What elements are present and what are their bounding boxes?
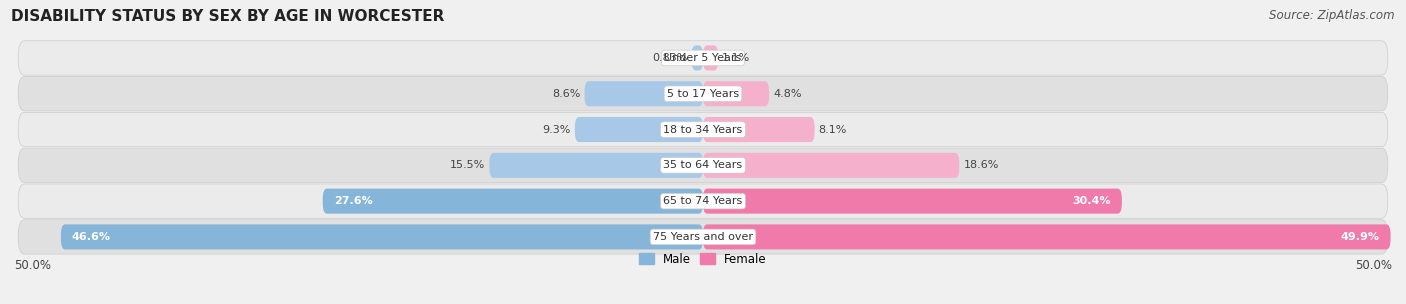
FancyBboxPatch shape bbox=[323, 188, 703, 214]
FancyBboxPatch shape bbox=[703, 188, 1122, 214]
Text: 15.5%: 15.5% bbox=[450, 160, 485, 170]
Text: 50.0%: 50.0% bbox=[14, 259, 51, 272]
FancyBboxPatch shape bbox=[18, 41, 1388, 75]
FancyBboxPatch shape bbox=[18, 148, 1388, 182]
FancyBboxPatch shape bbox=[703, 224, 1391, 250]
Text: 1.1%: 1.1% bbox=[723, 53, 751, 63]
FancyBboxPatch shape bbox=[692, 45, 703, 71]
Text: 4.8%: 4.8% bbox=[773, 89, 801, 99]
FancyBboxPatch shape bbox=[60, 224, 703, 250]
Text: 9.3%: 9.3% bbox=[543, 125, 571, 135]
FancyBboxPatch shape bbox=[703, 81, 769, 106]
FancyBboxPatch shape bbox=[18, 220, 1388, 254]
Text: DISABILITY STATUS BY SEX BY AGE IN WORCESTER: DISABILITY STATUS BY SEX BY AGE IN WORCE… bbox=[11, 9, 444, 24]
FancyBboxPatch shape bbox=[18, 112, 1388, 147]
Text: 30.4%: 30.4% bbox=[1073, 196, 1111, 206]
FancyBboxPatch shape bbox=[703, 117, 814, 142]
FancyBboxPatch shape bbox=[575, 117, 703, 142]
Text: 27.6%: 27.6% bbox=[333, 196, 373, 206]
FancyBboxPatch shape bbox=[703, 45, 718, 71]
Text: 8.1%: 8.1% bbox=[818, 125, 848, 135]
Legend: Male, Female: Male, Female bbox=[634, 248, 772, 270]
Text: 75 Years and over: 75 Years and over bbox=[652, 232, 754, 242]
Text: Under 5 Years: Under 5 Years bbox=[665, 53, 741, 63]
Text: 35 to 64 Years: 35 to 64 Years bbox=[664, 160, 742, 170]
FancyBboxPatch shape bbox=[18, 77, 1388, 111]
Text: 49.9%: 49.9% bbox=[1340, 232, 1379, 242]
Text: 18.6%: 18.6% bbox=[963, 160, 998, 170]
Text: 50.0%: 50.0% bbox=[1355, 259, 1392, 272]
Text: 18 to 34 Years: 18 to 34 Years bbox=[664, 125, 742, 135]
Text: 0.83%: 0.83% bbox=[652, 53, 688, 63]
Text: 65 to 74 Years: 65 to 74 Years bbox=[664, 196, 742, 206]
Text: 46.6%: 46.6% bbox=[72, 232, 111, 242]
FancyBboxPatch shape bbox=[585, 81, 703, 106]
FancyBboxPatch shape bbox=[703, 153, 959, 178]
Text: 5 to 17 Years: 5 to 17 Years bbox=[666, 89, 740, 99]
FancyBboxPatch shape bbox=[18, 184, 1388, 218]
Text: Source: ZipAtlas.com: Source: ZipAtlas.com bbox=[1270, 9, 1395, 22]
FancyBboxPatch shape bbox=[489, 153, 703, 178]
Text: 8.6%: 8.6% bbox=[553, 89, 581, 99]
